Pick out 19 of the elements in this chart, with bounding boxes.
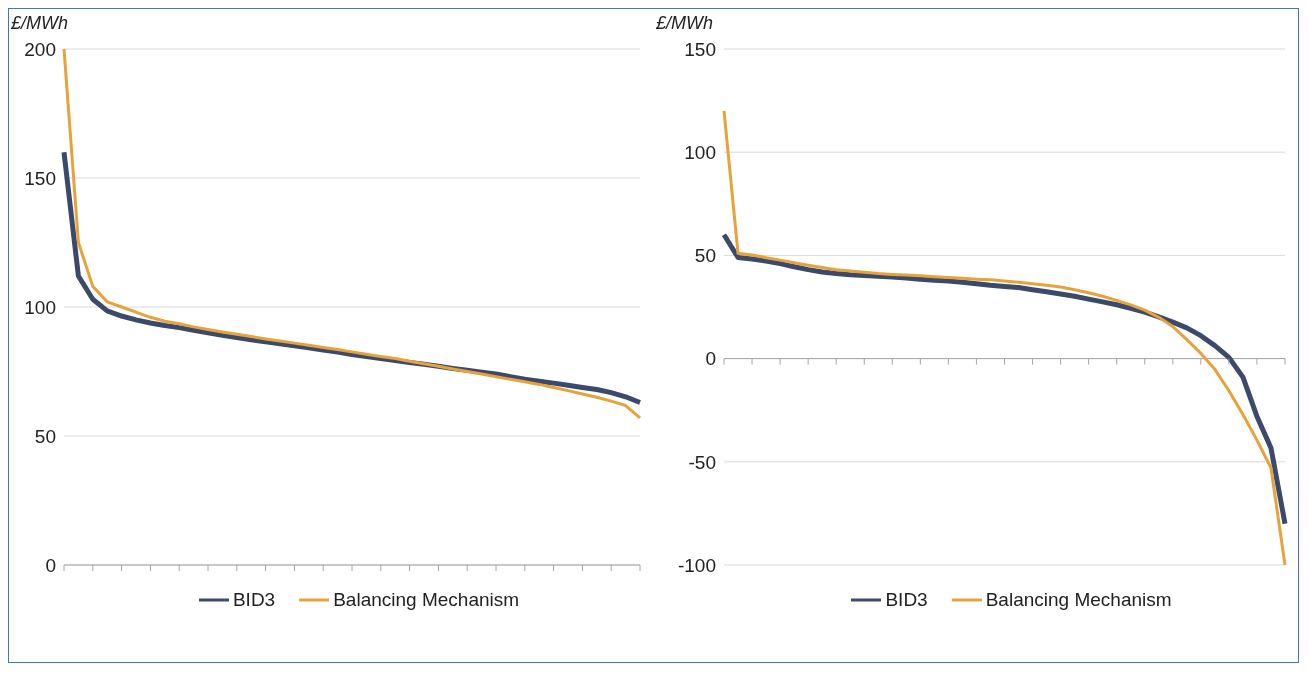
y-tick-label: 100 bbox=[684, 141, 716, 163]
y-tick-label: 50 bbox=[34, 425, 56, 447]
line-series bbox=[62, 49, 642, 420]
y-tick-label: -100 bbox=[677, 554, 716, 576]
y-tick-label: 150 bbox=[24, 167, 56, 189]
legend-label: Balancing Mechanism bbox=[985, 589, 1172, 611]
y-tick-label: 50 bbox=[694, 245, 716, 267]
y-tick-label: 150 bbox=[684, 38, 716, 60]
y-tick-label: 100 bbox=[24, 296, 56, 318]
y-tick-label: 0 bbox=[705, 348, 716, 370]
y-tick-label: 200 bbox=[24, 38, 56, 60]
legend-label: BID3 bbox=[232, 589, 276, 611]
legend-label: Balancing Mechanism bbox=[333, 589, 520, 611]
legend-label: BID3 bbox=[885, 589, 928, 611]
line-series bbox=[722, 109, 1287, 565]
y-tick-label: 0 bbox=[45, 554, 56, 576]
y-tick-label: -50 bbox=[688, 451, 716, 473]
y-axis-title: £/MWh bbox=[656, 13, 714, 34]
y-axis-title: £/MWh bbox=[11, 13, 69, 34]
